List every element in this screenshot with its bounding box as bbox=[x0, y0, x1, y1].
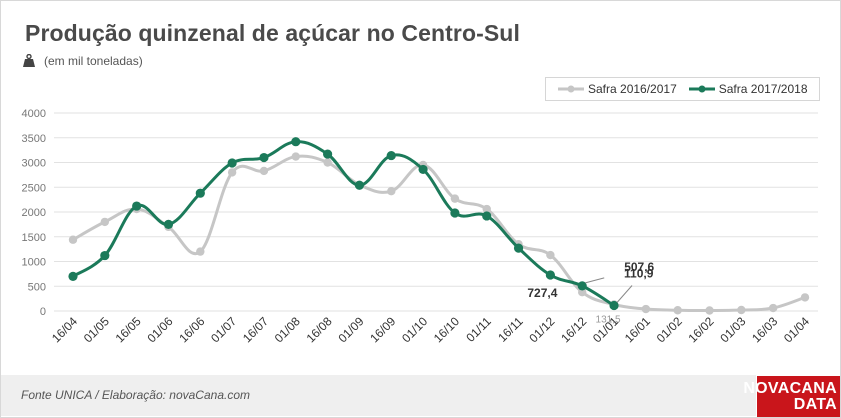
data-point-2017 bbox=[609, 300, 619, 311]
data-point-2017 bbox=[386, 150, 396, 161]
data-point-2016 bbox=[259, 166, 269, 176]
data-point-2016 bbox=[578, 287, 587, 297]
y-tick-label: 1500 bbox=[22, 232, 46, 244]
data-point-2016 bbox=[100, 217, 110, 227]
data-point-2017 bbox=[163, 219, 174, 229]
x-tick-label: 16/12 bbox=[558, 314, 589, 345]
data-point-2016 bbox=[546, 250, 555, 260]
data-point-2017 bbox=[545, 270, 555, 280]
x-tick-label: 16/02 bbox=[686, 314, 717, 345]
data-point-2016 bbox=[450, 194, 460, 203]
x-tick-label: 01/09 bbox=[335, 314, 366, 345]
data-point-2016 bbox=[323, 158, 332, 167]
source-note: Fonte UNICA / Elaboração: novaCana.com bbox=[21, 388, 251, 402]
data-point-2017 bbox=[100, 250, 110, 261]
y-tick-label: 4000 bbox=[22, 108, 46, 120]
y-tick-label: 0 bbox=[40, 306, 46, 318]
data-point-2017 bbox=[132, 201, 142, 211]
x-tick-label: 01/12 bbox=[526, 314, 557, 345]
legend-marker-2016 bbox=[558, 85, 584, 93]
series-line-2017 bbox=[71, 140, 616, 308]
data-point-2016 bbox=[768, 303, 778, 313]
x-tick-label: 16/01 bbox=[622, 314, 653, 345]
x-tick-label: 01/02 bbox=[654, 314, 685, 345]
data-point-2017 bbox=[482, 211, 492, 221]
data-label: 110,9 bbox=[624, 267, 654, 281]
data-point-2017 bbox=[291, 137, 301, 147]
x-tick-label: 01/04 bbox=[781, 314, 812, 345]
x-tick-label: 01/07 bbox=[208, 314, 239, 345]
legend-marker-2017 bbox=[688, 85, 715, 93]
y-tick-label: 3000 bbox=[22, 158, 46, 170]
data-point-2016 bbox=[737, 305, 746, 315]
brand-logo: NOVACANA DATA bbox=[743, 376, 840, 417]
legend-label-2017: Safra 2017/2018 bbox=[718, 82, 808, 96]
data-point-2016 bbox=[68, 235, 78, 244]
data-label: 507,6 bbox=[624, 260, 654, 274]
x-tick-label: 01/11 bbox=[463, 314, 494, 345]
unit-label: (em mil toneladas) bbox=[44, 54, 143, 68]
data-point-2017 bbox=[577, 281, 587, 291]
data-point-2017 bbox=[513, 243, 524, 253]
annotation-leader bbox=[585, 277, 605, 284]
legend-item-2016: Safra 2016/2017 bbox=[558, 82, 677, 96]
x-tick-label: 01/10 bbox=[399, 314, 430, 345]
x-tick-label: 16/05 bbox=[113, 314, 144, 345]
data-point-2016 bbox=[291, 152, 300, 161]
x-tick-label: 01/03 bbox=[717, 314, 748, 345]
y-tick-label: 3500 bbox=[22, 133, 46, 145]
data-point-2017 bbox=[259, 152, 269, 163]
data-point-2017 bbox=[418, 164, 428, 175]
unit-row: (em mil toneladas) bbox=[22, 53, 143, 69]
x-tick-label: 16/10 bbox=[431, 314, 462, 345]
data-point-2016 bbox=[227, 168, 237, 177]
x-tick-label: 16/11 bbox=[495, 314, 526, 345]
y-tick-label: 1000 bbox=[22, 257, 46, 269]
data-point-2016 bbox=[800, 293, 810, 302]
brand-line-2: DATA bbox=[793, 396, 837, 413]
legend-label-2016: Safra 2016/2017 bbox=[588, 82, 677, 96]
x-tick-label: 01/06 bbox=[144, 314, 175, 345]
annotation-leader bbox=[616, 285, 633, 303]
y-tick-label: 2500 bbox=[22, 182, 46, 194]
data-point-2016 bbox=[705, 306, 714, 315]
data-point-2017 bbox=[195, 188, 205, 198]
y-tick-label: 500 bbox=[28, 281, 46, 293]
data-point-2016 bbox=[641, 304, 651, 314]
x-tick-label: 01/05 bbox=[81, 314, 112, 345]
footer-bar bbox=[1, 375, 756, 416]
legend-item-2017: Safra 2017/2018 bbox=[688, 82, 808, 96]
x-tick-label: 16/07 bbox=[240, 314, 271, 345]
data-point-2017 bbox=[323, 149, 333, 159]
weight-icon bbox=[23, 54, 35, 67]
data-point-2017 bbox=[354, 180, 365, 190]
chart-title: Produção quinzenal de açúcar no Centro-S… bbox=[25, 20, 520, 46]
data-point-2017 bbox=[227, 158, 237, 168]
x-tick-label: 16/06 bbox=[176, 314, 207, 345]
y-tick-label: 2000 bbox=[22, 207, 46, 219]
data-label: 727,4 bbox=[527, 286, 557, 300]
data-point-2016 bbox=[196, 247, 205, 256]
x-tick-label: 16/08 bbox=[304, 314, 335, 345]
data-point-2016 bbox=[482, 204, 491, 214]
series-line-2016 bbox=[71, 154, 807, 313]
x-tick-label: 01/08 bbox=[272, 314, 303, 345]
data-label: 131,5 bbox=[596, 314, 621, 325]
data-point-2016 bbox=[673, 306, 682, 315]
legend: Safra 2016/2017 Safra 2017/2018 bbox=[545, 77, 820, 101]
x-tick-label: 16/09 bbox=[367, 314, 398, 345]
data-point-2017 bbox=[450, 208, 460, 218]
x-tick-label: 16/04 bbox=[49, 314, 80, 345]
brand-line-1: NOVACANA bbox=[743, 380, 837, 397]
data-point-2017 bbox=[68, 271, 78, 281]
x-tick-label: 16/03 bbox=[749, 314, 780, 345]
data-point-2016 bbox=[387, 187, 396, 196]
